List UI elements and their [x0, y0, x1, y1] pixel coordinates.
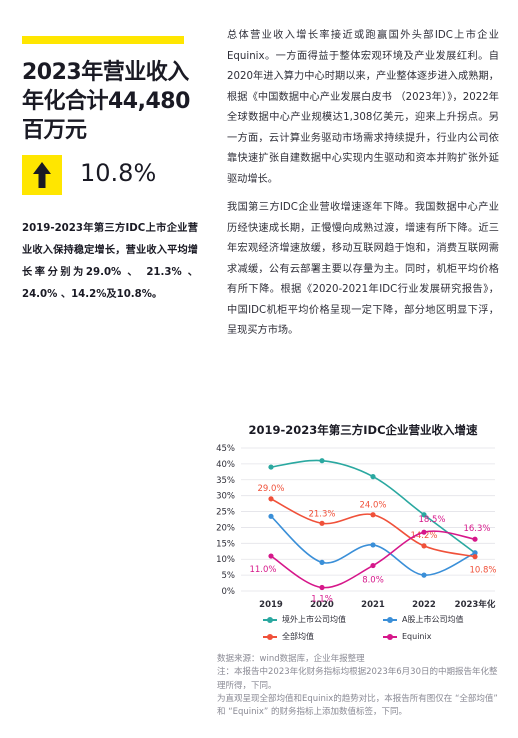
legend-label: A股上市公司均值 — [402, 615, 464, 624]
data-point — [421, 529, 427, 535]
legend-item: A股上市公司均值 — [383, 614, 463, 626]
data-label: 29.0% — [257, 484, 284, 494]
data-point — [472, 536, 478, 542]
data-label: 16.3% — [463, 524, 490, 534]
data-point — [268, 464, 274, 470]
chart-title: 2019-2023年第三方IDC企业营业收入增速 — [248, 423, 478, 437]
growth-indicator: 10.8% — [22, 155, 207, 195]
y-tick-label: 45% — [216, 444, 235, 454]
data-point — [268, 513, 274, 519]
legend-swatch — [383, 633, 397, 640]
data-label: 1.1% — [311, 595, 333, 605]
x-tick-label: 2021 — [361, 600, 385, 610]
data-point — [472, 550, 478, 556]
y-tick-label: 15% — [216, 539, 235, 549]
line-chart: 0% 5% 10% 15% 20% 25% 30% 35% 40% 45% 2019 2020 2021… — [216, 444, 496, 610]
data-label: 11.0% — [249, 565, 276, 575]
x-tick-label: 2023年化 — [455, 599, 496, 610]
body-paragraph-2: 我国第三方IDC企业营收增速逐年下降。我国数据中心产业历经快速成长期，正慢慢向成… — [227, 202, 499, 336]
data-point — [370, 474, 376, 480]
y-tick-label: 20% — [216, 523, 235, 533]
data-point — [370, 562, 376, 569]
data-label: 21.3% — [308, 509, 335, 519]
y-tick-label: 5% — [222, 571, 236, 581]
data-point — [421, 543, 427, 549]
legend-item: 全部均值 — [263, 631, 314, 643]
data-label: 8.0% — [362, 576, 384, 586]
data-point — [319, 584, 325, 591]
data-label: 18.5% — [418, 515, 445, 525]
data-point — [370, 512, 376, 518]
growth-value: 10.8% — [80, 159, 157, 187]
data-point — [268, 553, 274, 559]
x-tick-label: 2019 — [259, 600, 283, 610]
legend-swatch — [263, 633, 277, 640]
body-paragraph-1: 总体营业收入增长率接近或跑赢国外头部IDC上市企业Equinix。一方面得益于整… — [227, 30, 499, 185]
body-text: 总体营业收入增长率接近或跑赢国外头部IDC上市企业Equinix。一方面得益于整… — [227, 26, 499, 350]
x-tick-label: 2020 — [310, 600, 334, 610]
data-point — [370, 542, 376, 548]
data-point — [421, 572, 427, 578]
y-tick-label: 30% — [216, 492, 235, 502]
legend-item: Equinix — [383, 631, 431, 643]
y-tick-label: 35% — [216, 476, 235, 486]
accent-bar — [22, 36, 184, 44]
legend-swatch — [263, 616, 277, 623]
y-tick-label: 10% — [216, 555, 235, 565]
data-point — [319, 458, 325, 464]
y-tick-label: 40% — [216, 460, 235, 470]
headline: 2023年营业收入年化合计44,480百万元 — [22, 60, 190, 143]
data-label: 24.0% — [359, 501, 386, 511]
data-point — [319, 520, 325, 526]
legend-label: 境外上市公司均值 — [282, 615, 346, 624]
data-point — [421, 512, 427, 518]
data-point — [319, 559, 325, 565]
x-tick-label: 2022 — [412, 600, 436, 610]
data-point — [472, 554, 478, 560]
y-tick-label: 0% — [222, 587, 236, 597]
data-label: 10.8% — [469, 566, 496, 576]
summary-paragraph: 2019-2023年第三方IDC上市企业营业收入保持稳定增长，营业收入平均增长率… — [22, 223, 198, 300]
legend-label: Equinix — [402, 632, 432, 641]
up-arrow-icon — [22, 155, 62, 195]
legend-item: 境外上市公司均值 — [263, 614, 346, 626]
source-note: 数据来源：wind数据库，企业年报整理 注：本报告中2023年化财务指标均根据2… — [217, 654, 498, 718]
data-point — [268, 496, 274, 502]
data-label: 14.2% — [410, 531, 437, 541]
legend-swatch — [383, 616, 397, 623]
legend-label: 全部均值 — [282, 632, 314, 641]
y-tick-label: 25% — [216, 508, 235, 518]
